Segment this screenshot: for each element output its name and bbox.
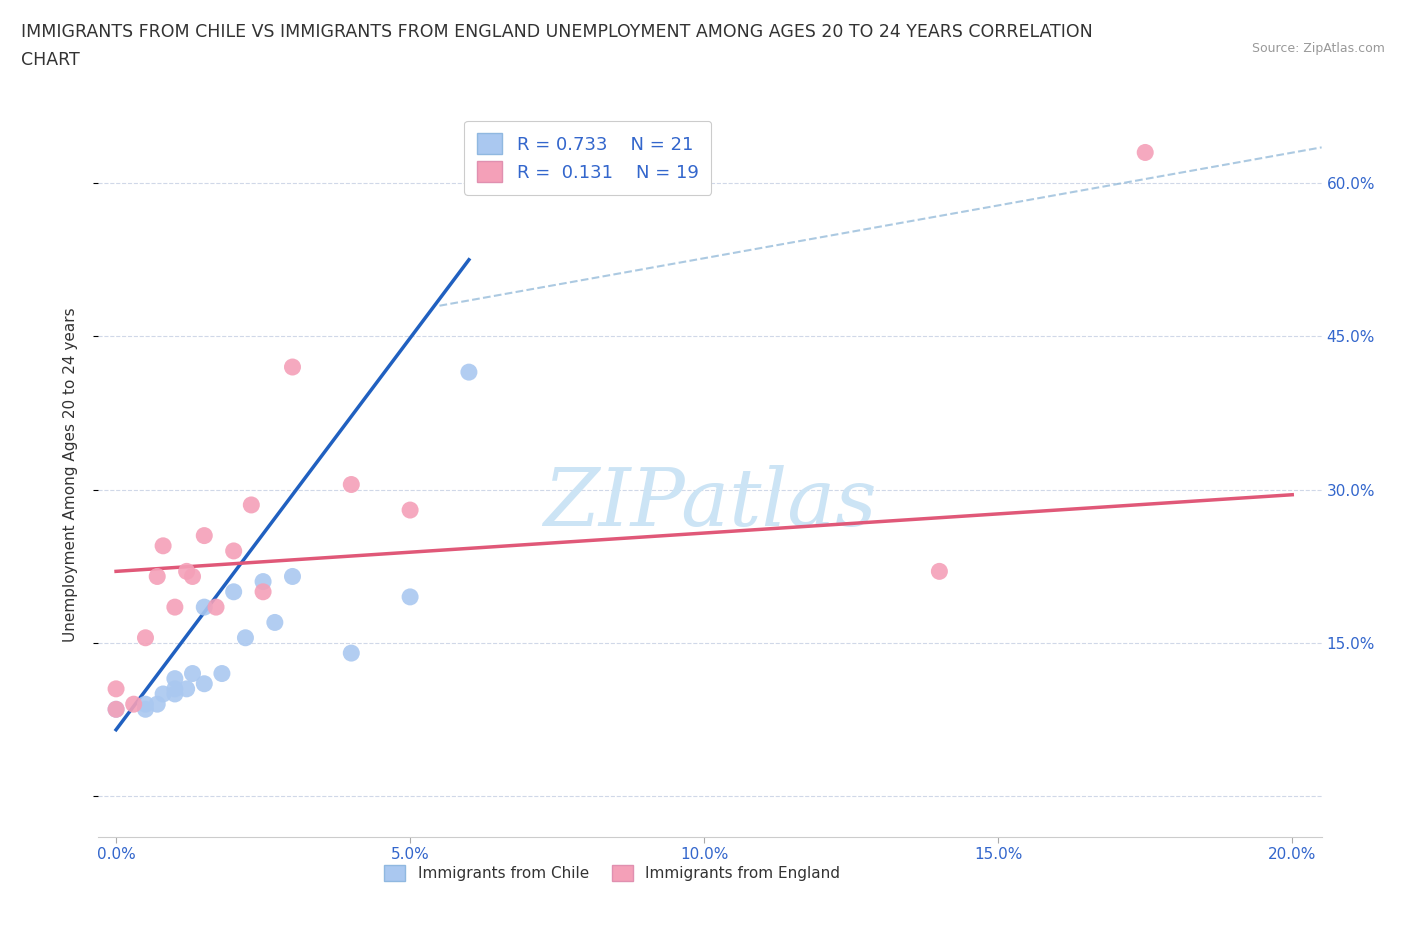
Point — [252, 584, 274, 599]
Point — [122, 697, 145, 711]
Point — [134, 702, 156, 717]
Point — [252, 574, 274, 589]
Point — [163, 686, 186, 701]
Point — [281, 360, 304, 375]
Point — [240, 498, 263, 512]
Point — [399, 502, 422, 517]
Legend: Immigrants from Chile, Immigrants from England: Immigrants from Chile, Immigrants from E… — [378, 859, 846, 887]
Point — [181, 569, 204, 584]
Point — [152, 538, 174, 553]
Text: CHART: CHART — [21, 51, 80, 69]
Text: IMMIGRANTS FROM CHILE VS IMMIGRANTS FROM ENGLAND UNEMPLOYMENT AMONG AGES 20 TO 2: IMMIGRANTS FROM CHILE VS IMMIGRANTS FROM… — [21, 23, 1092, 41]
Point — [222, 584, 245, 599]
Point — [281, 569, 304, 584]
Point — [211, 666, 233, 681]
Point — [458, 365, 481, 379]
Point — [105, 682, 128, 697]
Point — [222, 543, 245, 558]
Point — [134, 631, 156, 645]
Point — [176, 564, 198, 578]
Point — [399, 590, 422, 604]
Point — [105, 702, 128, 717]
Point — [152, 686, 174, 701]
Point — [163, 600, 186, 615]
Point — [176, 682, 198, 697]
Point — [163, 682, 186, 697]
Point — [146, 569, 169, 584]
Point — [134, 697, 156, 711]
Point — [181, 666, 204, 681]
Y-axis label: Unemployment Among Ages 20 to 24 years: Unemployment Among Ages 20 to 24 years — [63, 307, 77, 642]
Point — [193, 528, 215, 543]
Point — [1135, 145, 1157, 160]
Point — [235, 631, 257, 645]
Text: ZIPatlas: ZIPatlas — [543, 465, 877, 542]
Point — [263, 615, 285, 630]
Point — [928, 564, 950, 578]
Point — [105, 702, 128, 717]
Point — [340, 645, 363, 660]
Point — [163, 671, 186, 686]
Point — [193, 600, 215, 615]
Point — [193, 676, 215, 691]
Text: Source: ZipAtlas.com: Source: ZipAtlas.com — [1251, 42, 1385, 55]
Point — [205, 600, 228, 615]
Point — [146, 697, 169, 711]
Point — [340, 477, 363, 492]
